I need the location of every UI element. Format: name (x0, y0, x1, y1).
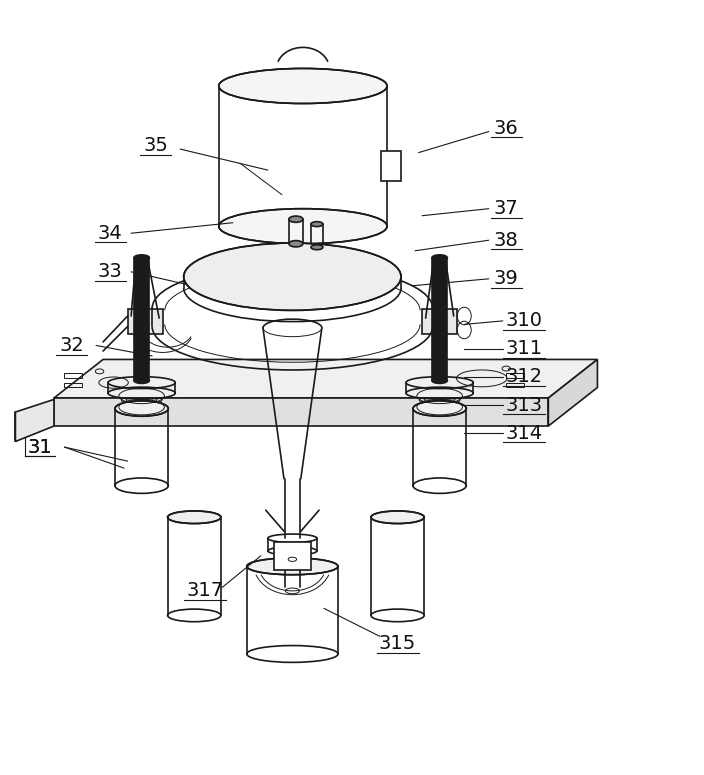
Bar (65, 374, 82, 378)
Polygon shape (15, 399, 54, 442)
Text: 39: 39 (494, 269, 519, 288)
Text: 31: 31 (27, 438, 52, 456)
Text: 315: 315 (379, 634, 416, 653)
Ellipse shape (219, 68, 387, 104)
Text: 313: 313 (505, 395, 542, 415)
Ellipse shape (219, 208, 387, 244)
Ellipse shape (115, 401, 168, 416)
Ellipse shape (311, 222, 323, 226)
Ellipse shape (413, 401, 466, 416)
Bar (432, 258, 447, 381)
Bar (134, 258, 149, 381)
Text: 38: 38 (494, 231, 519, 250)
Text: 37: 37 (494, 199, 519, 219)
Bar (382, 151, 401, 181)
Ellipse shape (371, 511, 425, 524)
Ellipse shape (247, 558, 338, 575)
Ellipse shape (289, 216, 303, 222)
Polygon shape (548, 360, 598, 426)
Ellipse shape (134, 377, 149, 384)
Polygon shape (54, 398, 548, 426)
Text: 312: 312 (505, 367, 542, 387)
Text: 317: 317 (186, 581, 223, 601)
Ellipse shape (432, 255, 447, 260)
Bar (506, 383, 524, 388)
Ellipse shape (432, 377, 447, 384)
Text: 36: 36 (494, 119, 519, 137)
Polygon shape (422, 309, 457, 333)
Text: 34: 34 (98, 224, 122, 243)
Text: 35: 35 (143, 136, 168, 155)
Ellipse shape (311, 245, 323, 250)
Text: 33: 33 (98, 262, 122, 281)
Text: 310: 310 (505, 312, 542, 330)
Text: 31: 31 (27, 438, 52, 456)
Ellipse shape (168, 511, 221, 524)
Text: 32: 32 (59, 336, 84, 355)
Bar (65, 383, 82, 388)
Polygon shape (54, 360, 598, 398)
Bar (506, 374, 524, 378)
Text: 311: 311 (505, 339, 542, 358)
Polygon shape (127, 309, 163, 333)
Bar (274, 542, 310, 570)
Bar (240, 259, 299, 279)
Text: 314: 314 (505, 424, 542, 443)
Ellipse shape (134, 255, 149, 260)
Ellipse shape (184, 243, 401, 310)
Ellipse shape (289, 240, 303, 247)
